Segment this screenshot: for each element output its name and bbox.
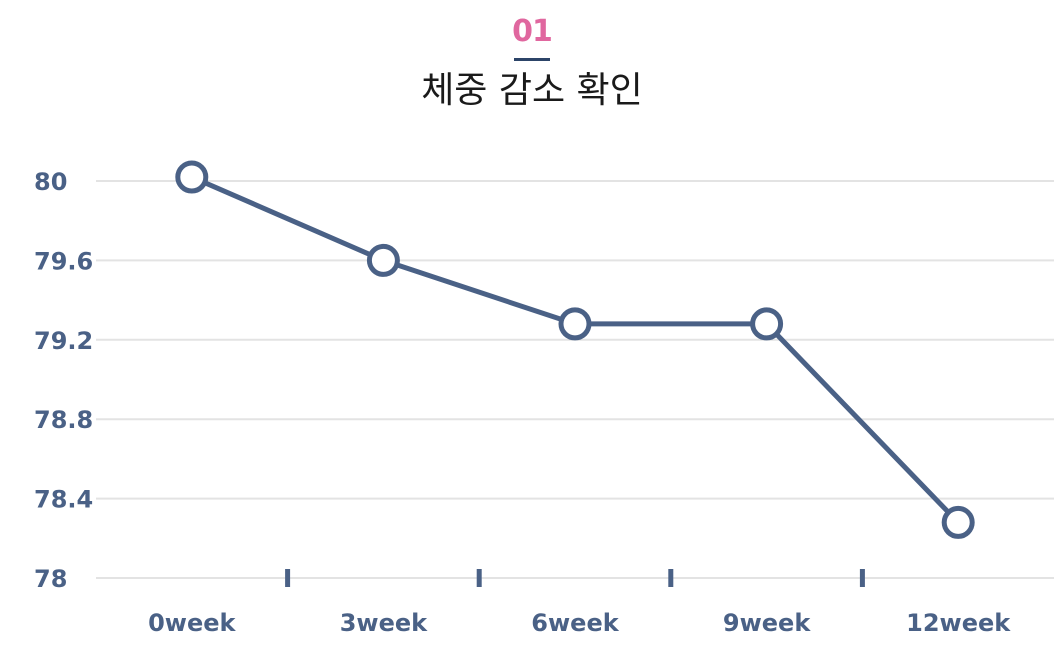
y-tick-label: 78 [34,565,67,593]
data-point [750,307,784,341]
section-number: 01 [512,14,553,49]
series-line [189,174,961,525]
data-point [366,243,400,277]
y-tick-label: 80 [34,168,67,196]
chart-header: 01 체중 감소 확인 [0,14,1064,113]
data-point [941,505,975,539]
x-tick-label: 3week [340,609,428,637]
x-axis-tick-marks [285,569,865,587]
data-point [558,307,592,341]
chart-title: 체중 감소 확인 [421,70,643,111]
y-tick-label: 78.8 [34,406,93,434]
title-divider [514,58,550,61]
x-axis-ticks: 0week 3week 6week 9week 12week [148,609,1011,637]
x-tick-label: 0week [148,609,236,637]
y-tick-label: 79.2 [34,327,93,355]
data-point [175,160,209,194]
x-tick-label: 6week [531,609,619,637]
grid-lines [96,180,1054,579]
y-tick-label: 78.4 [34,486,93,514]
weight-series [175,160,975,539]
x-tick-label: 12week [906,609,1011,637]
y-tick-label: 79.6 [34,247,93,275]
x-tick-label: 9week [723,609,811,637]
y-axis-ticks: 78 78.4 78.8 79.2 79.6 80 [34,168,93,593]
